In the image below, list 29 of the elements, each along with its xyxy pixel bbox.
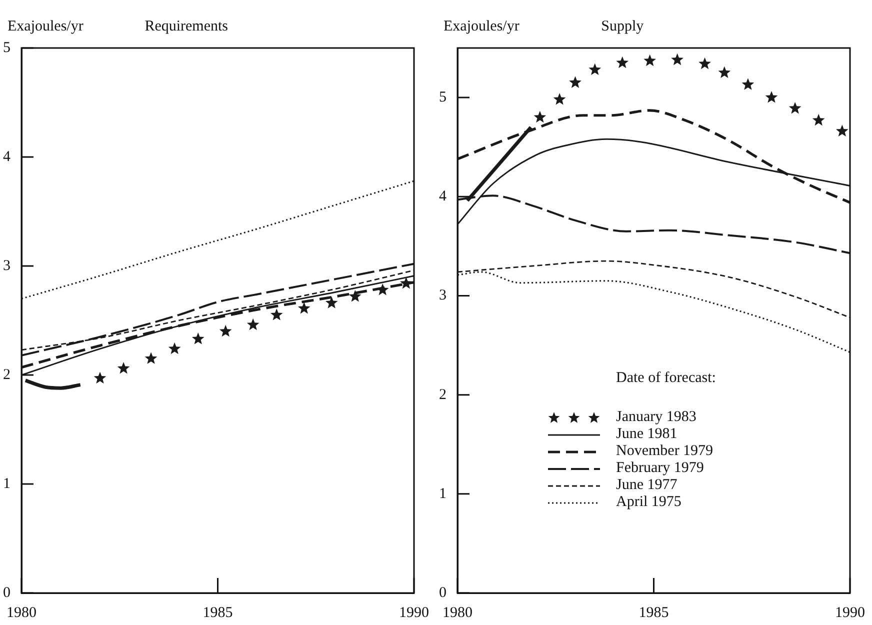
x-tick-label: 1990 (835, 604, 865, 621)
y-tick-label: 3 (439, 288, 446, 304)
x-tick-label: 1990 (399, 604, 429, 621)
x-tick-label: 1985 (638, 604, 669, 621)
legend-label: April 1975 (616, 494, 682, 511)
y-tick-label: 4 (3, 148, 11, 165)
y-tick-label: 2 (3, 366, 10, 383)
y-tick-label: 5 (439, 89, 446, 106)
legend-label: June 1977 (616, 477, 678, 494)
legend-label: January 1983 (616, 409, 696, 426)
y-axis-title: Exajoules/yr (8, 18, 84, 34)
y-tick-label: 0 (3, 584, 10, 601)
x-tick-label: 1985 (202, 604, 233, 621)
legend-title: Date of forecast: (616, 370, 716, 387)
y-tick-label: 1 (3, 476, 10, 492)
chart-title: Supply (601, 18, 644, 34)
y-tick-label: 3 (3, 258, 10, 274)
x-tick-label: 1980 (442, 604, 472, 621)
x-tick-label: 1980 (6, 604, 36, 621)
y-tick-label: 2 (439, 386, 446, 403)
y-tick-label: 4 (439, 188, 447, 205)
y-axis-title: Exajoules/yr (444, 18, 520, 34)
legend-label: February 1979 (616, 460, 704, 477)
y-tick-label: 1 (439, 486, 446, 502)
legend-label: June 1981 (616, 426, 678, 443)
y-tick-label: 5 (3, 40, 10, 56)
chart-title: Requirements (144, 18, 228, 34)
y-tick-label: 0 (439, 584, 446, 601)
legend-label: November 1979 (616, 443, 714, 460)
